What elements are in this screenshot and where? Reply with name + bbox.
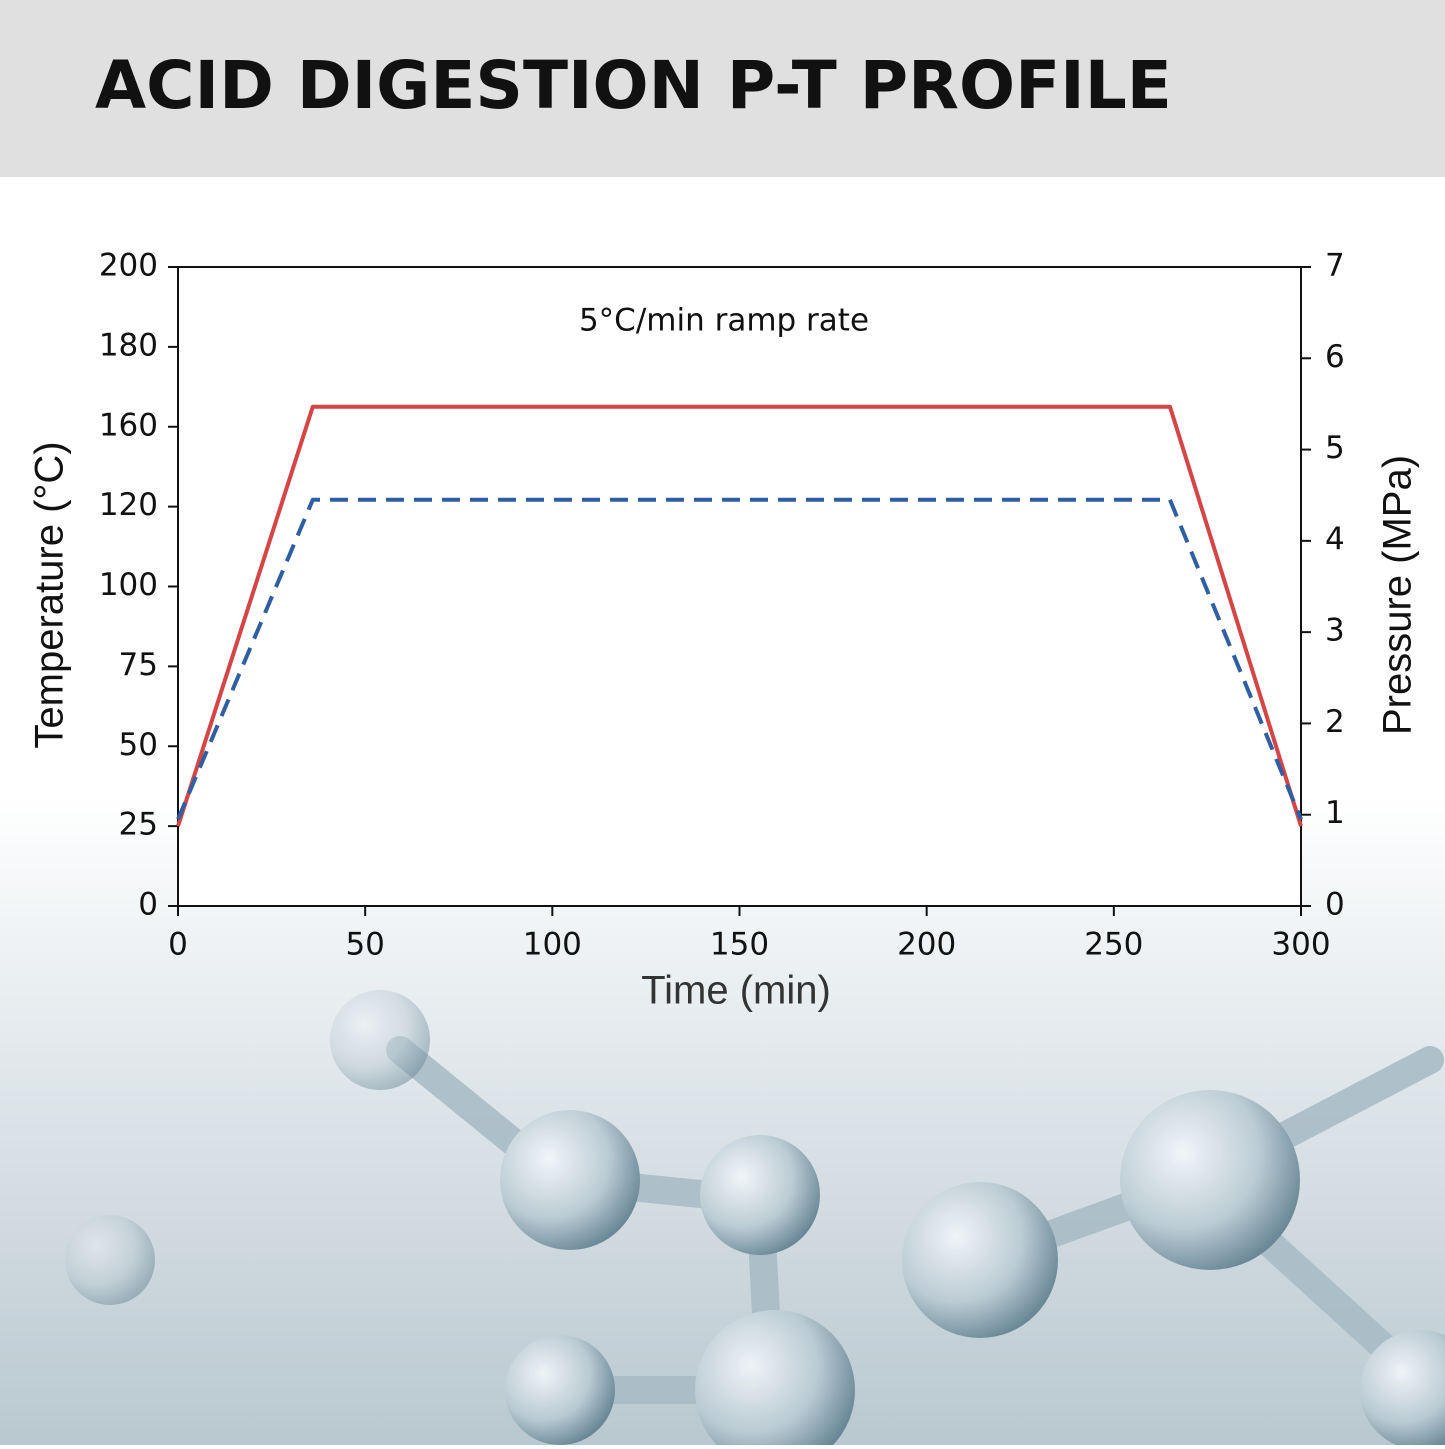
y-tick-label: 50 (119, 727, 158, 763)
y2-tick-label: 2 (1325, 704, 1345, 740)
x-tick-label: 100 (523, 927, 582, 963)
y2-tick-label: 5 (1325, 430, 1345, 466)
y2-tick-label: 0 (1325, 887, 1345, 923)
y-tick-label: 200 (99, 248, 158, 284)
y-tick-label: 0 (138, 887, 158, 923)
annotation: 5°C/min ramp rate (579, 303, 869, 339)
y2-tick-label: 7 (1325, 248, 1345, 284)
plot-area (178, 267, 1301, 906)
y2-tick-label: 3 (1325, 613, 1345, 649)
y2-tick-label: 4 (1325, 521, 1345, 557)
y-tick-label: 180 (99, 327, 158, 363)
y-tick-label: 120 (99, 487, 158, 523)
x-tick-label: 200 (897, 927, 956, 963)
y-tick-label: 160 (99, 407, 158, 443)
series-line (176, 497, 1303, 821)
x-axis-label: Time (min) (641, 969, 831, 1013)
molecule-decoration (65, 990, 1445, 1449)
y2-axis-label: Pressure (MPa) (1376, 455, 1420, 735)
title: ACID DIGESTION P-T PROFILE (95, 47, 1172, 124)
x-tick-label: 250 (1084, 927, 1143, 963)
x-tick-label: 150 (710, 927, 769, 963)
series-line (176, 404, 1303, 827)
y-tick-label: 25 (119, 807, 158, 843)
y2-tick-label: 6 (1325, 339, 1345, 375)
header-band (0, 0, 1445, 177)
y-tick-label: 75 (119, 647, 158, 683)
y2-tick-label: 1 (1325, 795, 1345, 831)
x-tick-label: 0 (168, 927, 188, 963)
y-axis-label: Temperature (°C) (28, 441, 72, 748)
x-tick-label: 50 (345, 927, 384, 963)
x-tick-label: 300 (1271, 927, 1330, 963)
y-tick-label: 100 (99, 567, 158, 603)
